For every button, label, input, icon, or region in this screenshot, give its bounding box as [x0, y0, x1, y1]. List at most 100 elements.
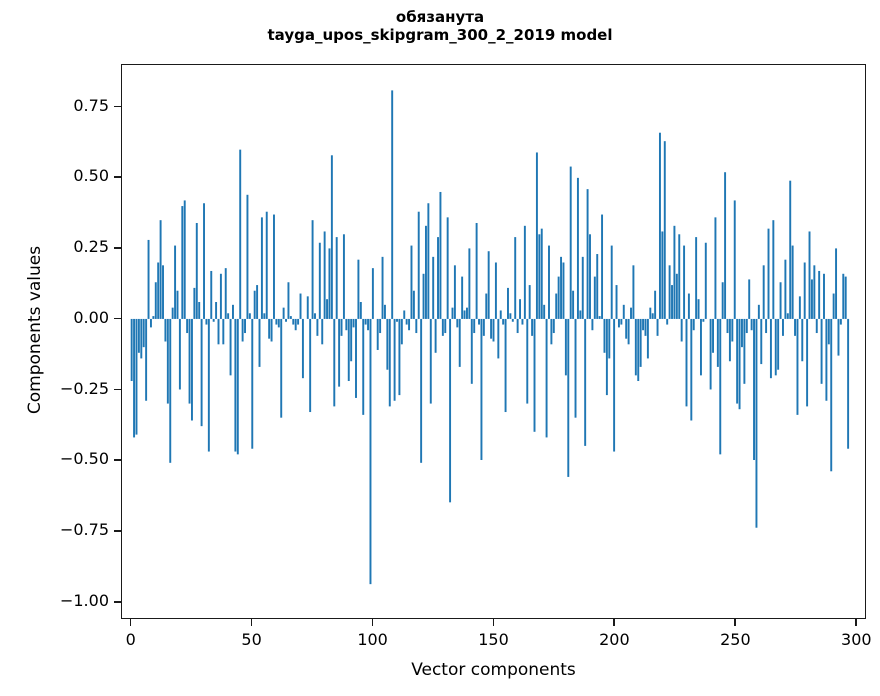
- bar: [236, 318, 239, 455]
- bar: [475, 222, 478, 319]
- plot-area: [121, 64, 866, 619]
- bar: [540, 228, 543, 319]
- bar: [528, 285, 531, 319]
- bar: [839, 318, 842, 325]
- x-tick-label: 0: [125, 630, 136, 649]
- bar: [774, 318, 777, 376]
- bar: [678, 234, 681, 319]
- bar: [608, 318, 611, 359]
- bar: [492, 318, 495, 342]
- bar: [507, 287, 509, 319]
- bar: [728, 318, 731, 362]
- bar: [292, 318, 295, 325]
- bar: [268, 318, 271, 339]
- bar: [656, 318, 659, 336]
- bar: [741, 318, 743, 348]
- bar: [424, 225, 427, 319]
- y-tick-mark: [114, 317, 121, 320]
- bar: [287, 282, 290, 319]
- bar: [521, 318, 524, 325]
- bar: [634, 318, 637, 376]
- bar: [270, 318, 273, 342]
- bar: [178, 318, 181, 390]
- bar: [352, 318, 355, 328]
- bar: [461, 276, 464, 319]
- bar: [309, 318, 312, 413]
- bar: [712, 318, 714, 353]
- bar: [827, 318, 830, 345]
- bar: [152, 316, 155, 319]
- bar: [188, 318, 191, 404]
- bar: [137, 318, 140, 353]
- bar: [523, 225, 526, 319]
- bar: [683, 245, 686, 319]
- bar: [478, 318, 480, 325]
- y-tick-label: −0.50: [59, 449, 109, 469]
- bar: [560, 256, 563, 319]
- bar: [695, 237, 698, 319]
- bar: [755, 318, 758, 528]
- bar: [750, 318, 753, 331]
- bar: [617, 318, 620, 328]
- bar: [497, 318, 500, 359]
- bar: [562, 262, 565, 319]
- bar: [835, 248, 838, 319]
- bar: [212, 318, 215, 322]
- bar: [473, 318, 476, 334]
- bar: [526, 318, 529, 404]
- bar: [379, 318, 382, 334]
- bar: [253, 290, 256, 319]
- bar: [572, 290, 575, 319]
- x-tick-mark: [129, 619, 132, 626]
- bar: [765, 318, 768, 334]
- bar: [145, 318, 148, 401]
- bar: [246, 194, 249, 319]
- bar: [338, 318, 341, 387]
- y-tick-mark: [114, 105, 121, 108]
- bar: [256, 285, 259, 319]
- bar: [625, 318, 628, 339]
- bar: [159, 220, 162, 319]
- bar: [671, 285, 673, 319]
- chart-title-line-1: обязанута: [395, 8, 485, 26]
- bar: [552, 318, 555, 334]
- bar: [567, 318, 570, 477]
- bar: [364, 318, 367, 325]
- bar: [347, 318, 350, 382]
- bar: [427, 203, 430, 319]
- bar: [620, 318, 623, 325]
- bar: [535, 152, 538, 319]
- bar: [412, 290, 415, 319]
- bar: [490, 318, 493, 339]
- x-tick-label: 100: [357, 630, 388, 649]
- y-tick-label: 0.75: [73, 95, 109, 115]
- bar: [359, 302, 362, 319]
- bar: [140, 318, 143, 359]
- bar: [622, 304, 625, 319]
- bar: [371, 268, 374, 319]
- bar: [203, 203, 205, 319]
- bar: [135, 318, 138, 435]
- bar: [615, 285, 618, 319]
- bar: [762, 265, 765, 319]
- bar: [285, 318, 288, 322]
- bar: [789, 180, 792, 319]
- bar: [258, 318, 261, 367]
- bar: [229, 318, 232, 376]
- bar: [658, 132, 661, 319]
- bar: [642, 318, 645, 331]
- bar: [779, 282, 782, 319]
- bar: [637, 318, 640, 382]
- bar: [398, 318, 401, 396]
- bar: [842, 273, 845, 319]
- bar: [217, 318, 220, 345]
- bar: [519, 299, 522, 319]
- bar: [516, 318, 519, 334]
- bar: [550, 318, 553, 345]
- bar: [439, 191, 442, 319]
- y-tick-label: −1.00: [59, 591, 109, 610]
- bar: [579, 310, 582, 319]
- bar: [362, 318, 365, 415]
- bar: [393, 318, 396, 401]
- bar: [451, 307, 454, 319]
